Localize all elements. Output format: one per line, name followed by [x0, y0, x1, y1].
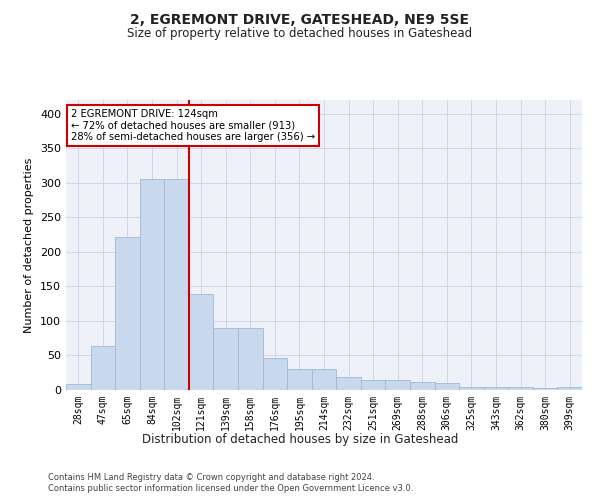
Bar — [312, 370, 336, 390]
Text: Size of property relative to detached houses in Gateshead: Size of property relative to detached ho… — [127, 28, 473, 40]
Bar — [508, 387, 533, 390]
Bar — [459, 386, 484, 390]
Bar — [66, 384, 91, 390]
Bar — [434, 383, 459, 390]
Bar — [287, 370, 312, 390]
Bar — [361, 380, 385, 390]
Bar — [214, 328, 238, 390]
Bar — [164, 180, 189, 390]
Bar — [115, 236, 140, 390]
Text: 2 EGREMONT DRIVE: 124sqm
← 72% of detached houses are smaller (913)
28% of semi-: 2 EGREMONT DRIVE: 124sqm ← 72% of detach… — [71, 108, 315, 142]
Bar — [533, 388, 557, 390]
Bar — [336, 377, 361, 390]
Text: Distribution of detached houses by size in Gateshead: Distribution of detached houses by size … — [142, 432, 458, 446]
Bar — [263, 358, 287, 390]
Bar — [140, 178, 164, 390]
Bar — [238, 328, 263, 390]
Bar — [410, 382, 434, 390]
Bar — [557, 386, 582, 390]
Y-axis label: Number of detached properties: Number of detached properties — [25, 158, 34, 332]
Text: Contains HM Land Registry data © Crown copyright and database right 2024.: Contains HM Land Registry data © Crown c… — [48, 472, 374, 482]
Bar — [484, 386, 508, 390]
Text: Contains public sector information licensed under the Open Government Licence v3: Contains public sector information licen… — [48, 484, 413, 493]
Bar — [91, 346, 115, 390]
Bar — [385, 380, 410, 390]
Bar — [189, 294, 214, 390]
Text: 2, EGREMONT DRIVE, GATESHEAD, NE9 5SE: 2, EGREMONT DRIVE, GATESHEAD, NE9 5SE — [131, 12, 470, 26]
